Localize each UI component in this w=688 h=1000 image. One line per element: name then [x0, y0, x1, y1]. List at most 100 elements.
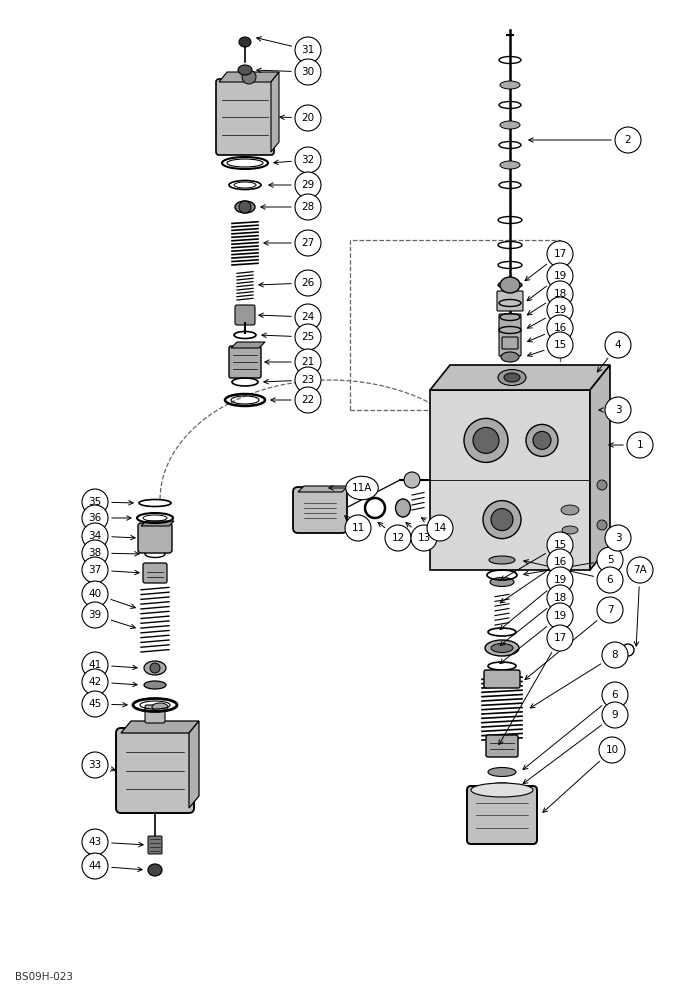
Polygon shape: [430, 365, 610, 390]
Ellipse shape: [144, 681, 166, 689]
Text: 35: 35: [88, 497, 102, 507]
Ellipse shape: [471, 783, 533, 797]
Text: 30: 30: [301, 67, 314, 77]
Ellipse shape: [489, 556, 515, 564]
Circle shape: [82, 505, 108, 531]
FancyBboxPatch shape: [497, 291, 523, 311]
Text: 40: 40: [89, 589, 102, 599]
Circle shape: [605, 525, 631, 551]
Polygon shape: [298, 486, 348, 492]
Circle shape: [150, 663, 160, 673]
Circle shape: [464, 418, 508, 462]
Text: 33: 33: [88, 760, 102, 770]
Circle shape: [295, 349, 321, 375]
Text: 4: 4: [614, 340, 621, 350]
Circle shape: [239, 201, 251, 213]
Circle shape: [82, 581, 108, 607]
Circle shape: [82, 557, 108, 583]
FancyBboxPatch shape: [116, 728, 194, 813]
Ellipse shape: [504, 373, 520, 382]
Text: 5: 5: [607, 555, 613, 565]
Text: 32: 32: [301, 155, 314, 165]
Text: 19: 19: [553, 575, 567, 585]
Text: 19: 19: [553, 305, 567, 315]
Circle shape: [82, 602, 108, 628]
Circle shape: [602, 642, 628, 668]
Text: 23: 23: [301, 375, 314, 385]
FancyBboxPatch shape: [229, 346, 261, 378]
Text: 44: 44: [88, 861, 102, 871]
Circle shape: [385, 525, 411, 551]
Text: 1: 1: [636, 440, 643, 450]
Circle shape: [533, 431, 551, 449]
Circle shape: [295, 324, 321, 350]
Circle shape: [597, 547, 623, 573]
Text: 17: 17: [553, 249, 567, 259]
Text: 20: 20: [301, 113, 314, 123]
Text: 38: 38: [88, 548, 102, 558]
Ellipse shape: [144, 661, 166, 675]
Circle shape: [627, 557, 653, 583]
Circle shape: [473, 427, 499, 453]
Text: 37: 37: [88, 565, 102, 575]
Text: 41: 41: [88, 660, 102, 670]
Text: 7A: 7A: [633, 565, 647, 575]
Text: 29: 29: [301, 180, 314, 190]
Ellipse shape: [501, 352, 519, 362]
Circle shape: [82, 691, 108, 717]
Text: 12: 12: [391, 533, 405, 543]
Text: 6: 6: [607, 575, 613, 585]
Circle shape: [295, 105, 321, 131]
Text: 26: 26: [301, 278, 314, 288]
Circle shape: [82, 523, 108, 549]
Text: 27: 27: [301, 238, 314, 248]
Polygon shape: [231, 342, 265, 348]
Circle shape: [82, 489, 108, 515]
Polygon shape: [141, 521, 174, 526]
Text: 28: 28: [301, 202, 314, 212]
Circle shape: [547, 263, 573, 289]
Circle shape: [295, 194, 321, 220]
Text: 42: 42: [88, 677, 102, 687]
Ellipse shape: [239, 37, 251, 47]
Circle shape: [599, 737, 625, 763]
Circle shape: [295, 59, 321, 85]
Polygon shape: [590, 365, 610, 570]
Ellipse shape: [235, 201, 255, 213]
Circle shape: [547, 297, 573, 323]
Circle shape: [547, 549, 573, 575]
Circle shape: [491, 509, 513, 531]
Ellipse shape: [346, 476, 378, 500]
Ellipse shape: [148, 864, 162, 876]
Text: 16: 16: [553, 557, 567, 567]
Text: 43: 43: [88, 837, 102, 847]
Ellipse shape: [488, 768, 516, 776]
FancyBboxPatch shape: [138, 523, 172, 553]
Text: 2: 2: [625, 135, 632, 145]
Text: 15: 15: [553, 540, 567, 550]
Text: 19: 19: [553, 611, 567, 621]
Text: 13: 13: [418, 533, 431, 543]
Circle shape: [547, 585, 573, 611]
Text: BS09H-023: BS09H-023: [15, 972, 73, 982]
Ellipse shape: [562, 526, 578, 534]
Circle shape: [411, 525, 437, 551]
Circle shape: [602, 682, 628, 708]
Text: 3: 3: [614, 533, 621, 543]
FancyBboxPatch shape: [499, 314, 521, 356]
Text: 18: 18: [553, 593, 567, 603]
FancyBboxPatch shape: [484, 670, 520, 688]
Polygon shape: [121, 721, 199, 733]
Circle shape: [615, 127, 641, 153]
Ellipse shape: [500, 277, 520, 293]
Circle shape: [483, 501, 521, 539]
Text: 16: 16: [553, 323, 567, 333]
Text: 6: 6: [612, 690, 619, 700]
Text: 34: 34: [88, 531, 102, 541]
Ellipse shape: [238, 65, 252, 75]
Ellipse shape: [498, 369, 526, 385]
Circle shape: [295, 270, 321, 296]
Circle shape: [547, 603, 573, 629]
Ellipse shape: [485, 640, 519, 656]
Circle shape: [295, 387, 321, 413]
